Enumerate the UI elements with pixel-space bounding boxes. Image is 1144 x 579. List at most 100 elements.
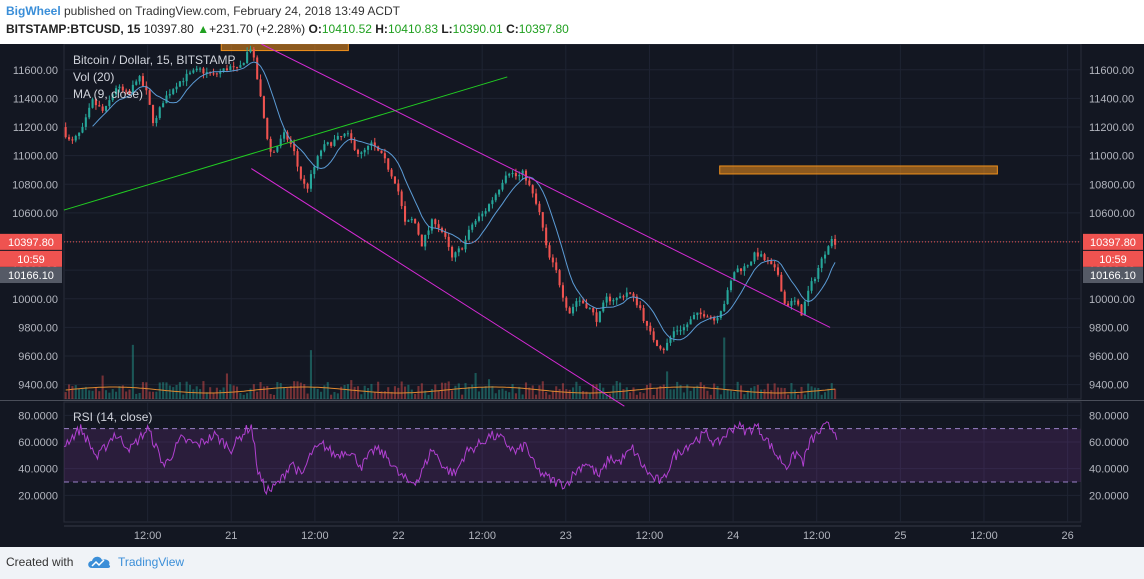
candle-body (635, 296, 638, 306)
candle-body (239, 65, 242, 68)
candle-body (561, 285, 564, 298)
candle-body (225, 68, 228, 71)
candle-body (625, 292, 628, 297)
volume-bar (74, 385, 77, 399)
candle-body (414, 218, 417, 224)
volume-bar (803, 394, 806, 399)
volume-bar (666, 371, 669, 399)
candle-body (131, 84, 134, 95)
candle-body (323, 144, 326, 151)
candle-body (363, 149, 366, 153)
volume-bar (709, 394, 712, 399)
candle-body (272, 151, 276, 153)
volume-bar (592, 384, 595, 399)
candle-body (558, 270, 561, 286)
volume-bar (729, 390, 732, 399)
candle-body (508, 173, 511, 176)
rsi-tick-label-right: 80.0000 (1089, 410, 1129, 422)
volume-bar (625, 387, 628, 399)
candle-body (491, 200, 494, 205)
candle-body (464, 239, 467, 250)
y-tick-label-right: 9400.00 (1089, 380, 1129, 392)
y-tick-label-left: 11400.00 (13, 93, 58, 105)
volume-bar (565, 389, 568, 399)
candle-body (293, 144, 296, 152)
candle-body (484, 211, 487, 214)
tradingview-cloud-icon[interactable] (86, 553, 112, 571)
y-tick-label-left: 11200.00 (13, 122, 58, 134)
volume-bar (444, 382, 447, 399)
candle-body (760, 254, 763, 257)
volume-bar (145, 382, 148, 399)
rsi-pane (63, 420, 1081, 496)
volume-bar (528, 387, 531, 399)
candle-body (383, 153, 386, 159)
candle-body (326, 142, 329, 145)
volume-bar (471, 384, 474, 399)
volume-bar (582, 390, 585, 399)
volume-ma-line (65, 386, 836, 394)
candle-body (686, 324, 689, 328)
countdown-badge-text-right: 10:59 (1099, 254, 1127, 266)
x-tick-label: 12:00 (803, 530, 831, 542)
volume-bar (504, 390, 507, 399)
volume-bar (286, 388, 289, 399)
volume-bar (558, 388, 561, 399)
volume-bar (299, 382, 302, 399)
volume-bar (561, 383, 564, 399)
candle-body (743, 266, 746, 272)
candle-body (803, 301, 806, 316)
candle-body (121, 86, 124, 91)
candle-body (817, 267, 820, 279)
x-tick-label: 26 (1061, 530, 1073, 542)
candle-body (165, 95, 168, 104)
volume-bar (108, 392, 111, 399)
up-arrow-icon: ▲ (197, 22, 210, 36)
volume-bar (531, 385, 534, 399)
candle-body (88, 107, 91, 118)
candle-body (299, 166, 302, 179)
author-link[interactable]: BigWheel (6, 4, 61, 18)
open-label: O: (308, 22, 322, 36)
volume-bar (118, 386, 121, 399)
volume-bar (726, 389, 729, 399)
ma-legend: MA (9, close) (73, 87, 143, 101)
candle-body (276, 146, 279, 152)
volume-bar (293, 381, 296, 399)
candle-body (229, 66, 232, 71)
candle-body (410, 218, 413, 221)
ohlc-line: BITSTAMP:BTCUSD, 15 10397.80 ▲+231.70 (+… (6, 22, 569, 36)
volume-bar (256, 391, 259, 399)
channel-line (261, 43, 831, 328)
volume-bar (585, 391, 588, 399)
volume-bar (635, 394, 638, 399)
volume-bar (619, 382, 622, 399)
candle-body (659, 345, 662, 349)
candle-body (753, 252, 756, 262)
volume-bar (622, 389, 625, 399)
candle-body (309, 174, 312, 189)
candle-body (185, 73, 188, 82)
price-chart-svg[interactable]: 9400.00 9400.00 9600.00 9600.00 9800.00 9800.… (0, 42, 1144, 547)
candle-body (575, 301, 578, 307)
tradingview-brand-link[interactable]: TradingView (118, 555, 185, 569)
candle-body (367, 145, 370, 150)
volume-bar (524, 382, 528, 399)
candle-body (380, 150, 383, 154)
candle-body (71, 139, 74, 141)
volume-bar (319, 391, 323, 399)
candle-body (162, 103, 165, 108)
volume-bar (229, 384, 232, 399)
candle-body (155, 117, 158, 124)
volume-bar (283, 386, 286, 399)
y-tick-label-right: 11600.00 (1089, 65, 1134, 77)
chart-area[interactable]: 9400.00 9400.00 9600.00 9600.00 9800.00 9800.… (0, 42, 1144, 547)
candle-body (813, 278, 816, 282)
candle-body (115, 88, 118, 95)
volume-bar (242, 394, 245, 399)
volume-bar (420, 383, 423, 399)
volume-bar (219, 389, 222, 399)
volume-bar (175, 385, 178, 399)
candle-body (716, 317, 719, 321)
candle-body (827, 246, 830, 255)
